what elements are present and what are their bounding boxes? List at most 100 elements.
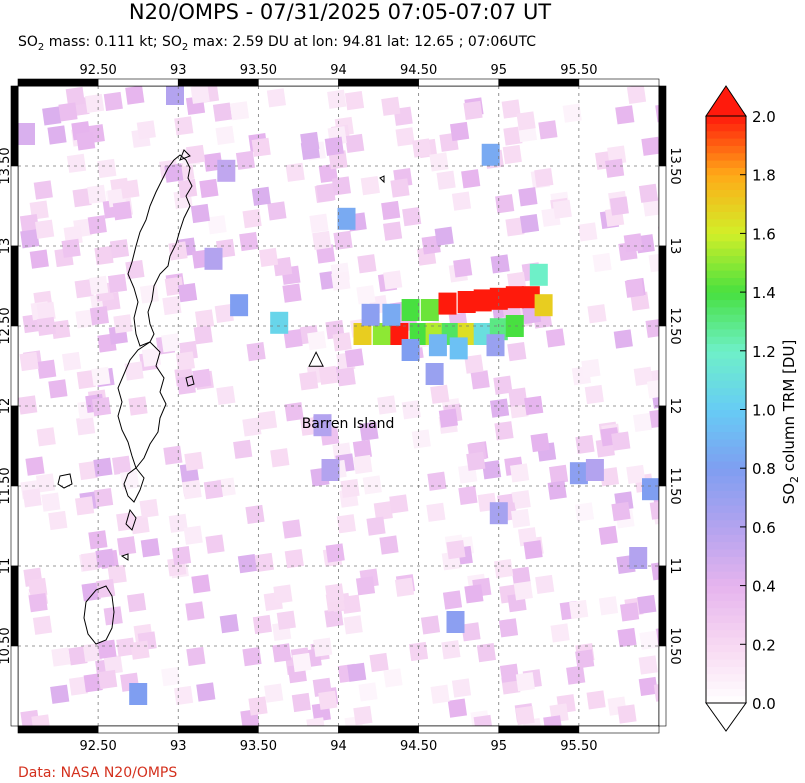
noise-cell [549, 464, 569, 484]
noise-cell [174, 116, 194, 136]
coastline-islet-4 [120, 553, 129, 561]
noise-cell [550, 623, 570, 643]
volcano-triangle-icon [308, 351, 324, 367]
colorbar-segment [706, 292, 746, 301]
noise-cell [362, 475, 382, 495]
colorbar-segment [706, 152, 746, 161]
colorbar-tick-label: 0.8 [752, 460, 776, 478]
noise-cell [605, 158, 625, 178]
noise-cell [183, 525, 203, 545]
noise-cell [353, 705, 373, 726]
noise-cell [32, 615, 53, 635]
noise-cell [331, 176, 352, 196]
noise-cell [383, 221, 403, 241]
noise-cell [426, 502, 446, 522]
noise-cell [638, 676, 658, 697]
noise-cell [494, 421, 514, 441]
noise-cell [174, 685, 194, 706]
colorbar-segment [706, 226, 746, 234]
colorbar-segment [706, 673, 746, 682]
colorbar-segment [706, 402, 746, 411]
lon-tick-label: 93 [170, 739, 187, 754]
noise-cell [245, 504, 265, 525]
lon-tick-label: 95.50 [560, 63, 597, 78]
noise-cell [82, 642, 103, 663]
lat-tick-label-left: 12 [0, 398, 13, 415]
plume-cell [481, 143, 500, 166]
noise-cell [383, 270, 403, 290]
noise-cell [36, 316, 57, 337]
noise-cell [299, 371, 319, 391]
colorbar-segment [706, 240, 746, 249]
coastline-little-andaman [83, 585, 115, 645]
colorbar-segment [706, 365, 746, 374]
noise-cell [97, 158, 117, 179]
colorbar-segment [706, 321, 746, 330]
frame-band-lon [97, 78, 179, 87]
noise-cell [490, 254, 510, 274]
noise-cell [107, 273, 128, 293]
noise-cell [377, 395, 397, 415]
colorbar-segment [706, 350, 746, 359]
noise-cell [447, 698, 468, 718]
noise-cell [501, 99, 521, 119]
noise-cell [273, 257, 293, 277]
noise-cell [599, 467, 620, 487]
noise-cell [498, 618, 519, 638]
noise-cell [587, 304, 607, 324]
noise-cell [446, 540, 466, 560]
colorbar-segment [706, 328, 746, 337]
noise-cell [307, 331, 327, 351]
noise-cell [609, 196, 629, 216]
noise-cell [186, 144, 206, 165]
noise-cell [493, 375, 513, 395]
colorbar-segment [706, 636, 746, 645]
frame-band-lon [17, 78, 99, 87]
colorbar-segment [706, 116, 746, 124]
barren-island-volcano: Barren Island [302, 351, 394, 432]
noise-cell [642, 197, 659, 217]
noise-cell [72, 188, 92, 208]
colorbar-segment [706, 541, 746, 550]
data-credit: Data: NASA N20/OMPS [18, 765, 178, 781]
frame-band-lat [658, 565, 667, 647]
noise-cell [75, 309, 95, 329]
colorbar-segment [706, 519, 746, 528]
noise-cell [613, 329, 633, 349]
noise-cell [264, 683, 284, 703]
lon-tick-label: 95 [490, 63, 507, 78]
frame-band-lon [338, 78, 419, 87]
colorbar-title: SO2 column TRM [DU] [780, 340, 801, 505]
noise-cell [95, 548, 115, 568]
noise-cell [58, 102, 78, 122]
noise-cell [103, 91, 123, 112]
colorbar-segment [706, 284, 746, 293]
noise-cell [633, 412, 653, 433]
latitude-tick-labels: 10.50 10.50 11 11 11.50 11.50 12 12 12.50 12.50 13… [0, 147, 682, 664]
noise-cell [229, 101, 250, 121]
noise-cell [65, 86, 85, 107]
noise-cell [394, 577, 415, 597]
noise-cell [48, 510, 68, 531]
colorbar-tick-label: 2.0 [752, 108, 776, 126]
noise-cell [257, 410, 278, 430]
noise-cell [530, 432, 550, 453]
noise-cell [519, 214, 540, 234]
noise-cell [381, 200, 401, 221]
noise-cell [212, 102, 233, 122]
noise-cell [272, 643, 292, 663]
noise-cell [196, 682, 216, 702]
frame-band-lon [258, 78, 339, 87]
lon-tick-label: 93.50 [240, 739, 277, 754]
noise-cell [66, 153, 87, 173]
noise-cell [239, 231, 259, 252]
noise-cell [20, 229, 40, 249]
frame-band-lon [17, 725, 99, 734]
coastline-north-andaman [127, 154, 193, 347]
frame-band-lon [418, 78, 500, 87]
lon-tick-label: 93.50 [240, 63, 277, 78]
noise-cell [648, 253, 659, 273]
noise-cell [617, 627, 637, 648]
colorbar-segment [706, 196, 746, 205]
